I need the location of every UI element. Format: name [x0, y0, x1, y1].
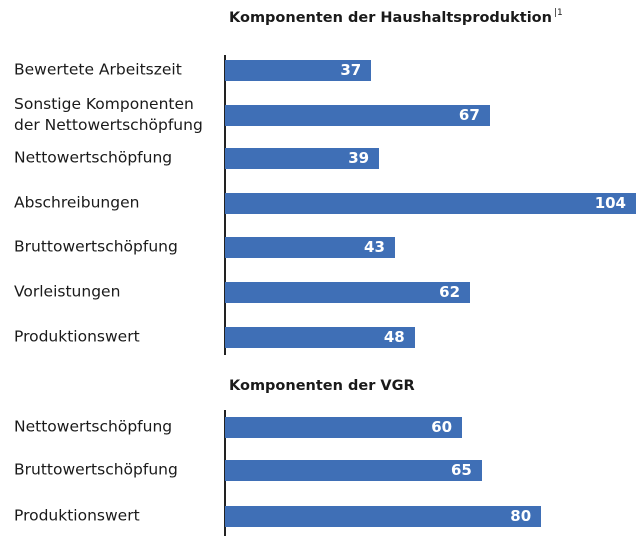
- category-label: Bewertete Arbeitszeit: [14, 60, 182, 79]
- bar: [225, 59, 372, 81]
- bar: [225, 505, 542, 527]
- value-label: 62: [439, 282, 461, 301]
- bar: [225, 459, 482, 481]
- title-text: Komponenten der Haushaltsproduktion: [229, 10, 552, 26]
- chart-title: Komponenten der Haushaltsproduktion |1: [229, 8, 563, 26]
- bar: [225, 104, 490, 126]
- category-label: Bruttowertschöpfung: [14, 460, 178, 479]
- chart-title: Komponenten der VGR: [229, 378, 415, 394]
- bar: [225, 326, 415, 348]
- axis-line: [224, 410, 226, 536]
- category-label: Abschreibungen: [14, 193, 140, 212]
- bar: [225, 192, 636, 214]
- value-label: 39: [348, 148, 370, 167]
- category-label: Produktionswert: [14, 506, 140, 525]
- bar: [225, 281, 471, 303]
- value-label: 104: [594, 193, 626, 212]
- value-label: 60: [431, 417, 453, 436]
- value-label: 37: [340, 60, 362, 79]
- title-note: |1: [553, 8, 563, 18]
- title-text: Komponenten der VGR: [229, 378, 415, 394]
- value-label: 80: [510, 506, 532, 525]
- value-label: 48: [383, 327, 405, 346]
- category-label: Produktionswert: [14, 327, 140, 346]
- value-label: 67: [458, 105, 480, 124]
- axis-line: [224, 55, 226, 355]
- category-label: Vorleistungen: [14, 282, 121, 301]
- value-label: 43: [364, 237, 385, 256]
- category-label: Nettowertschöpfung: [14, 417, 173, 436]
- bar: [225, 416, 463, 438]
- bar: [225, 147, 380, 169]
- bar: [225, 236, 395, 258]
- category-label: Nettowertschöpfung: [14, 148, 173, 167]
- category-label: Sonstige Komponenten der Nettowertschöpf…: [14, 95, 203, 134]
- value-label: 65: [451, 460, 472, 479]
- category-label: Bruttowertschöpfung: [14, 237, 178, 256]
